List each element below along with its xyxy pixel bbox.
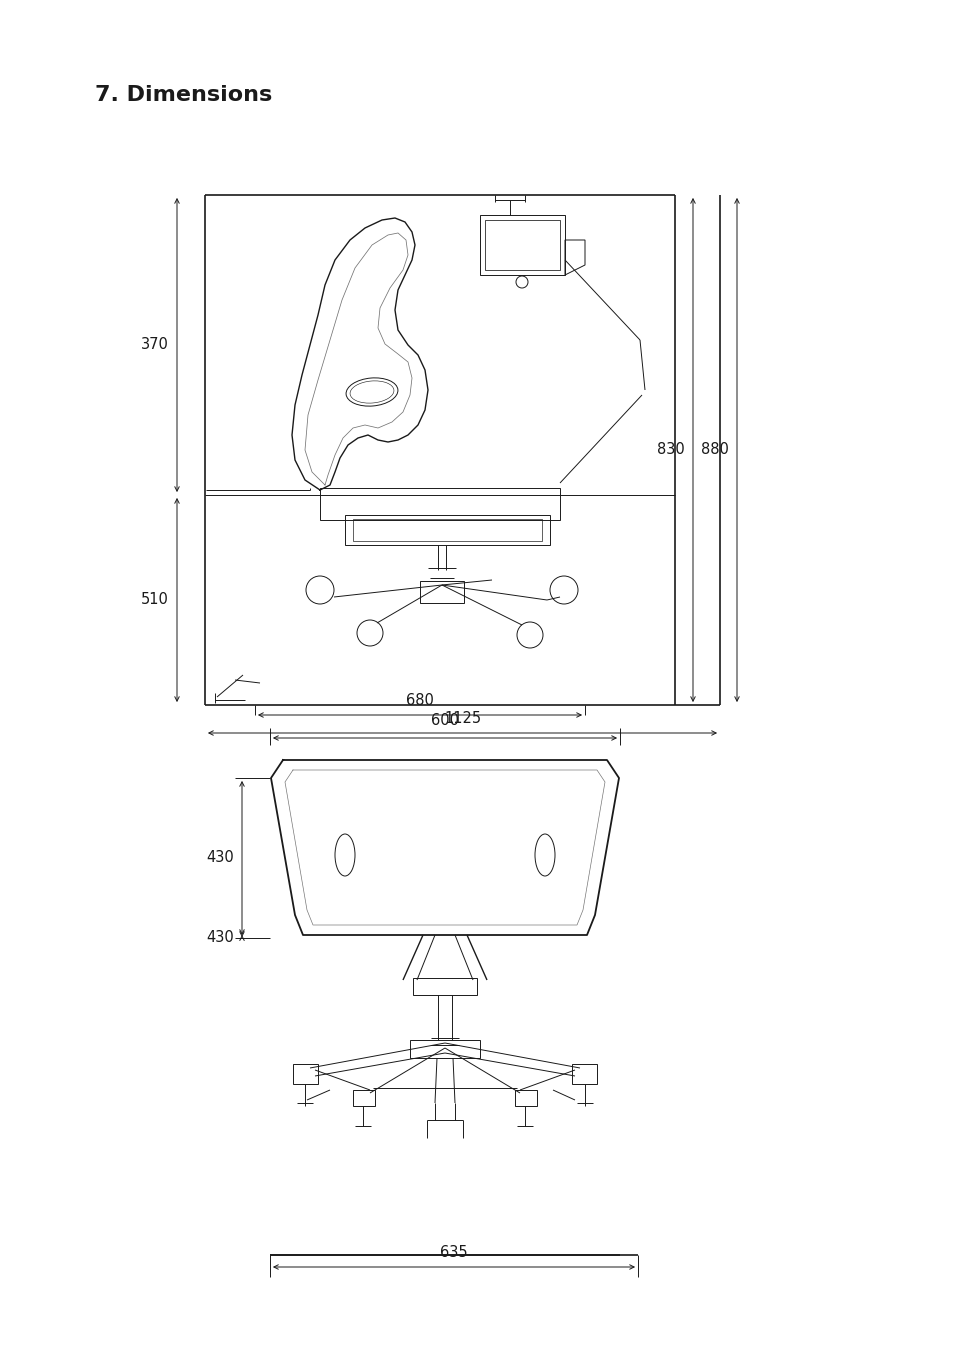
Text: 1125: 1125 (443, 711, 480, 726)
Circle shape (517, 622, 542, 648)
Text: 635: 635 (439, 1245, 467, 1260)
Bar (479, 215, 564, 275)
Bar (484, 220, 559, 270)
Bar (293, 1064, 317, 1084)
Bar (345, 514, 550, 545)
Text: 830: 830 (657, 443, 684, 458)
Text: 370: 370 (141, 338, 169, 352)
Bar (572, 1064, 597, 1084)
Text: 680: 680 (406, 693, 434, 707)
Text: 600: 600 (431, 713, 458, 728)
Text: 880: 880 (700, 443, 728, 458)
Bar (319, 487, 559, 520)
Bar (353, 518, 541, 541)
Bar (419, 580, 463, 603)
Circle shape (550, 576, 578, 603)
Circle shape (306, 576, 334, 603)
Bar (410, 1040, 479, 1058)
Text: 510: 510 (141, 593, 169, 608)
Bar (515, 1089, 537, 1106)
Bar (353, 1089, 375, 1106)
Circle shape (356, 620, 382, 647)
Bar (413, 977, 476, 995)
Text: 7. Dimensions: 7. Dimensions (95, 85, 272, 105)
Text: 430: 430 (206, 930, 233, 945)
Text: 430: 430 (206, 850, 233, 865)
